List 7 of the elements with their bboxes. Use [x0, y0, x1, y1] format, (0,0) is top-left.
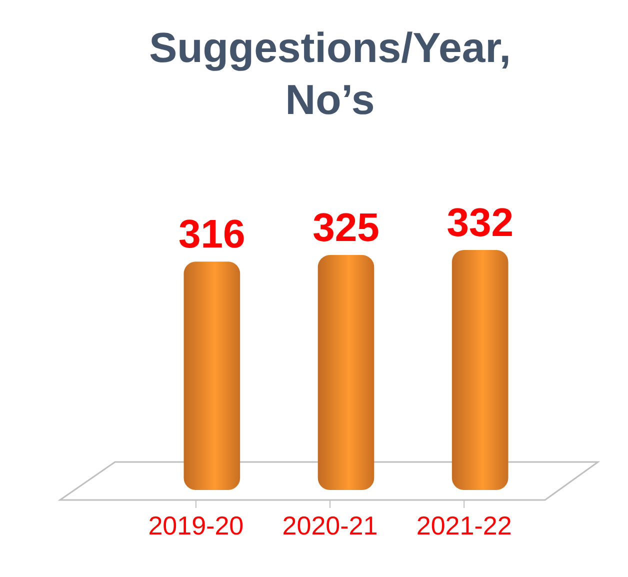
chart-title: Suggestions/Year, No’s — [149, 24, 511, 123]
data-label: 316 — [178, 212, 246, 257]
x-tick-label: 2021-22 — [416, 510, 512, 540]
x-tick-label: 2019-20 — [148, 510, 244, 540]
data-label: 325 — [312, 206, 380, 250]
data-label: 332 — [446, 201, 514, 245]
x-tick-label: 2020-21 — [282, 510, 378, 540]
